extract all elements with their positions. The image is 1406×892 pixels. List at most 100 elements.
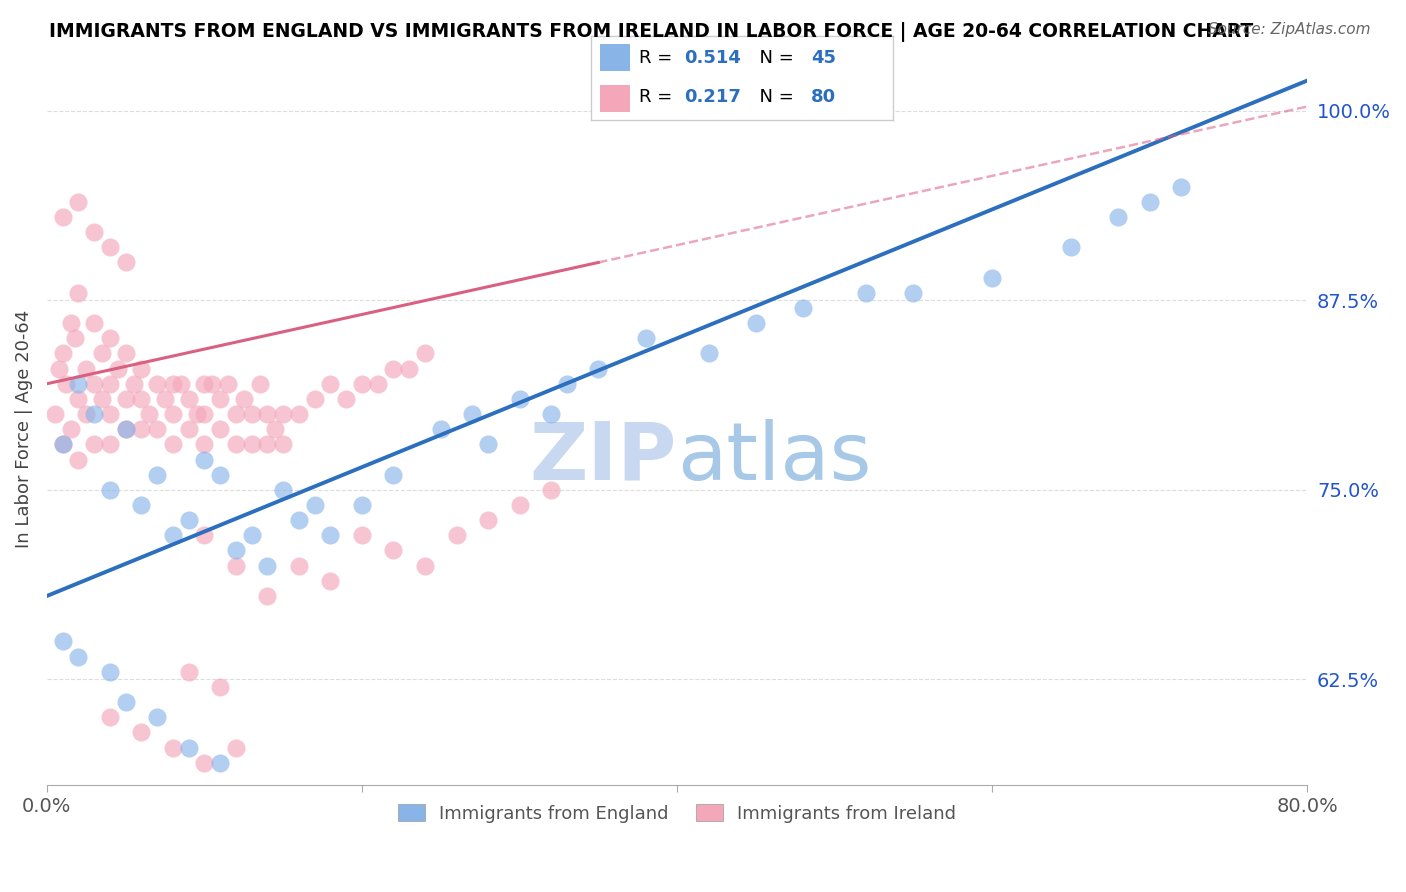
Point: [382, 361, 405, 376]
Point: [52, 210, 75, 224]
Point: [193, 756, 215, 770]
Point: [555, 376, 578, 391]
Point: [477, 513, 499, 527]
Point: [67, 376, 90, 391]
Point: [162, 740, 184, 755]
Point: [67, 452, 90, 467]
Point: [446, 528, 468, 542]
Point: [67, 194, 90, 209]
Point: [697, 346, 720, 360]
Point: [98, 240, 121, 254]
Point: [98, 331, 121, 345]
Point: [146, 467, 169, 482]
Point: [256, 558, 278, 573]
Text: IMMIGRANTS FROM ENGLAND VS IMMIGRANTS FROM IRELAND IN LABOR FORCE | AGE 20-64 CO: IMMIGRANTS FROM ENGLAND VS IMMIGRANTS FR…: [49, 22, 1254, 42]
Point: [131, 498, 153, 512]
Point: [52, 634, 75, 648]
Point: [1139, 194, 1161, 209]
Text: R =: R =: [638, 87, 678, 105]
Point: [186, 407, 208, 421]
Point: [52, 437, 75, 451]
Point: [225, 740, 247, 755]
Point: [429, 422, 451, 436]
Point: [98, 407, 121, 421]
Point: [98, 665, 121, 679]
Point: [193, 528, 215, 542]
Point: [634, 331, 657, 345]
Point: [209, 467, 232, 482]
Point: [350, 528, 373, 542]
Point: [55, 376, 77, 391]
Point: [193, 407, 215, 421]
Point: [477, 437, 499, 451]
Point: [177, 740, 200, 755]
Point: [44, 407, 66, 421]
Point: [177, 665, 200, 679]
Point: [413, 558, 436, 573]
Point: [1170, 179, 1192, 194]
Point: [83, 437, 105, 451]
Point: [146, 376, 169, 391]
Point: [217, 376, 239, 391]
Point: [75, 361, 97, 376]
Point: [461, 407, 484, 421]
Point: [67, 392, 90, 406]
Point: [209, 422, 232, 436]
Point: [138, 407, 160, 421]
Point: [256, 437, 278, 451]
Point: [193, 452, 215, 467]
Point: [209, 392, 232, 406]
Point: [319, 376, 342, 391]
Point: [131, 361, 153, 376]
Point: [540, 483, 562, 497]
Point: [52, 346, 75, 360]
Point: [114, 695, 136, 709]
Point: [83, 225, 105, 239]
Point: [98, 376, 121, 391]
Point: [225, 437, 247, 451]
Point: [745, 316, 768, 330]
Point: [382, 543, 405, 558]
Point: [177, 422, 200, 436]
Point: [256, 407, 278, 421]
Point: [271, 437, 294, 451]
Point: [162, 376, 184, 391]
Point: [65, 331, 87, 345]
FancyBboxPatch shape: [599, 85, 630, 112]
Point: [1060, 240, 1083, 254]
Point: [350, 498, 373, 512]
Point: [83, 407, 105, 421]
Text: 0.514: 0.514: [685, 49, 741, 67]
Point: [98, 483, 121, 497]
Point: [59, 422, 82, 436]
Point: [271, 407, 294, 421]
Point: [792, 301, 814, 315]
Point: [114, 346, 136, 360]
Point: [83, 316, 105, 330]
Point: [509, 392, 531, 406]
Point: [288, 407, 311, 421]
Point: [177, 513, 200, 527]
Point: [114, 392, 136, 406]
Text: N =: N =: [748, 87, 799, 105]
Point: [201, 376, 224, 391]
Text: R =: R =: [638, 49, 678, 67]
Text: atlas: atlas: [678, 418, 872, 497]
Point: [240, 437, 263, 451]
Point: [350, 376, 373, 391]
Text: 0.217: 0.217: [685, 87, 741, 105]
Point: [256, 589, 278, 603]
Point: [232, 392, 254, 406]
Point: [67, 649, 90, 664]
Point: [91, 346, 114, 360]
Point: [209, 680, 232, 694]
Point: [304, 392, 326, 406]
Point: [162, 437, 184, 451]
Point: [114, 255, 136, 269]
Point: [288, 513, 311, 527]
Text: 45: 45: [811, 49, 837, 67]
Point: [335, 392, 357, 406]
Point: [240, 528, 263, 542]
Point: [981, 270, 1004, 285]
Point: [319, 574, 342, 588]
